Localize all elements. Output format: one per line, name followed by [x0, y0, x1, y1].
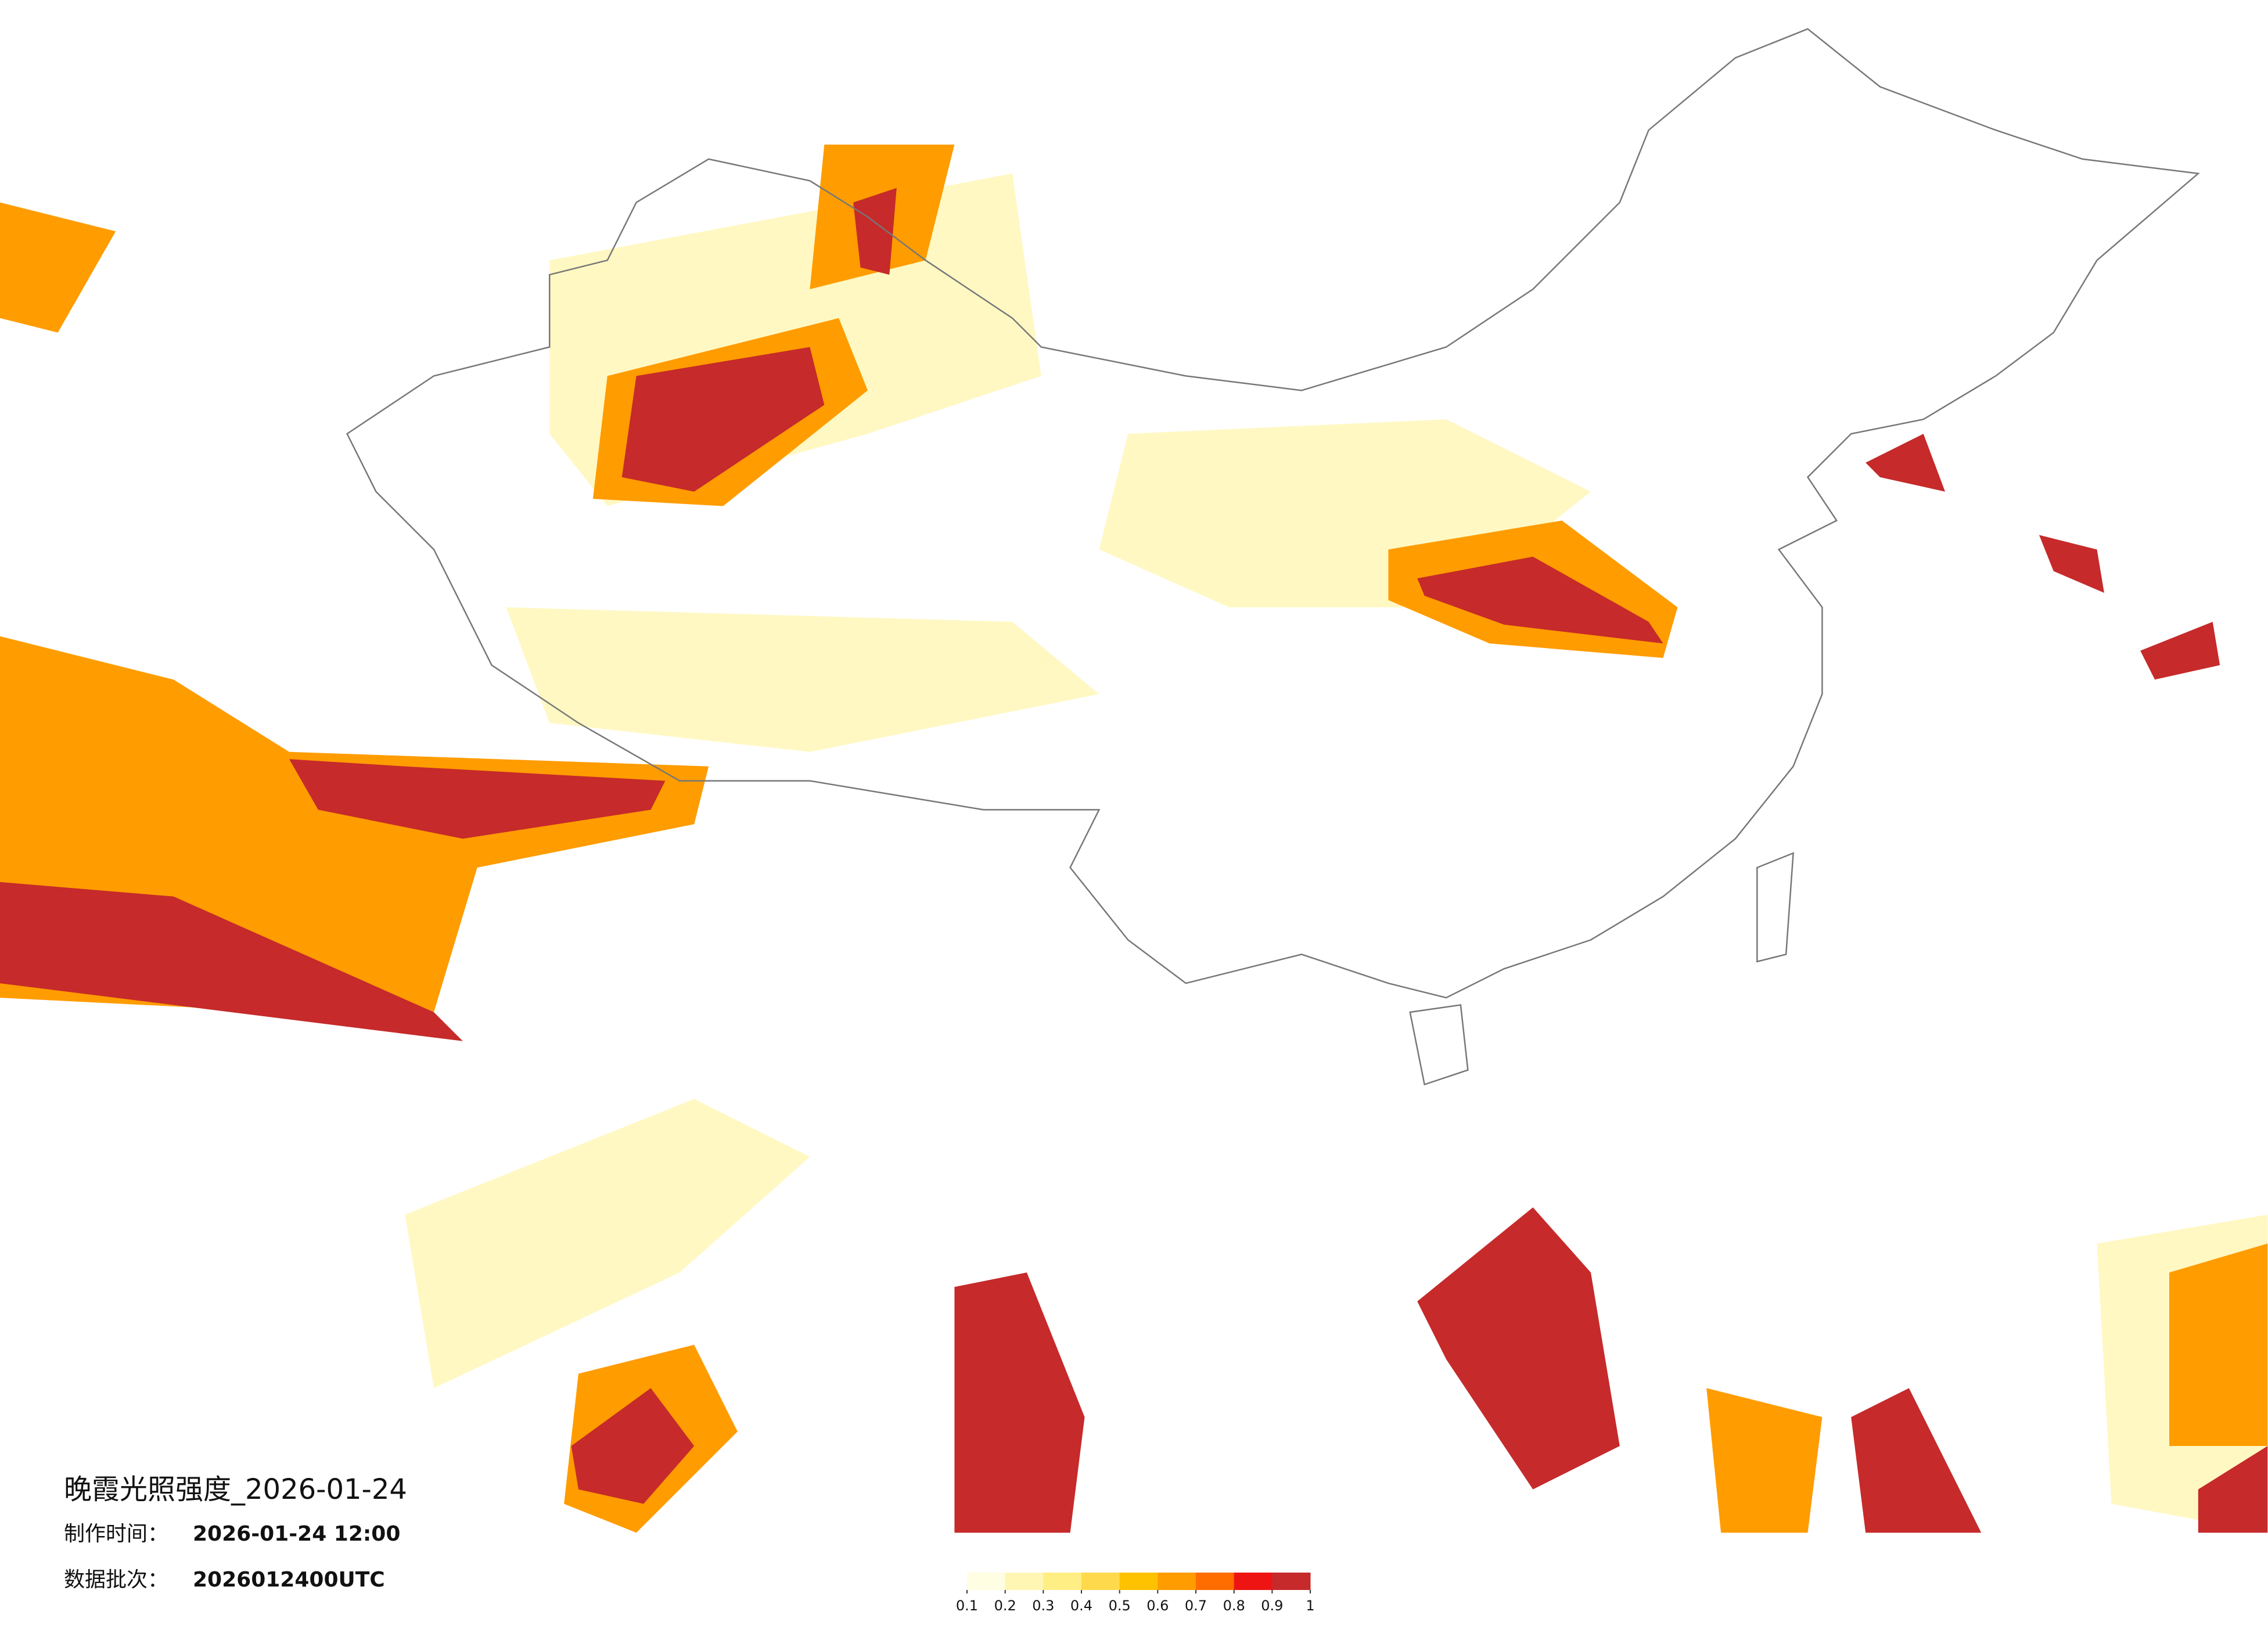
colorbar-swatch — [1234, 1573, 1273, 1590]
colorbar-label: 0.8 — [1223, 1598, 1245, 1614]
colorbar-swatch — [1081, 1573, 1120, 1590]
map-layer — [0, 28, 2268, 1533]
made-label: 制作时间： — [64, 1522, 168, 1546]
country-outline — [346, 28, 2200, 999]
colorbar-swatch — [1196, 1573, 1235, 1590]
colorbar-label: 0.2 — [994, 1598, 1016, 1614]
batch-value: 2026012400UTC — [193, 1568, 385, 1592]
colorbar-label: 0.5 — [1109, 1598, 1131, 1614]
colorbar-label: 0.1 — [956, 1598, 978, 1614]
colorbar-label: 1 — [1306, 1598, 1314, 1614]
colorbar: 0.1 0.2 0.3 0.4 0.5 0.6 0.7 0.8 0.9 1 — [956, 1573, 1315, 1614]
colorbar-swatch — [1272, 1573, 1311, 1590]
island-outlines — [1409, 852, 1794, 1086]
batch-label: 数据批次： — [64, 1568, 168, 1592]
colorbar-label: 0.3 — [1032, 1598, 1054, 1614]
red-areas — [0, 188, 2268, 1533]
colorbar-swatch — [1043, 1573, 1082, 1590]
colorbar-label: 0.4 — [1070, 1598, 1092, 1614]
title: 晚霞光照强度_2026-01-24 — [64, 1473, 407, 1506]
orange-areas — [0, 145, 2268, 1533]
colorbar-swatch — [1158, 1573, 1196, 1590]
colorbar-swatch — [1005, 1573, 1044, 1590]
colorbar-swatch — [1119, 1573, 1158, 1590]
made-value: 2026-01-24 12:00 — [193, 1522, 400, 1546]
colorbar-swatch — [967, 1573, 1006, 1590]
colorbar-label: 0.6 — [1146, 1598, 1169, 1614]
colorbar-label: 0.9 — [1261, 1598, 1283, 1614]
colorbar-label: 0.7 — [1185, 1598, 1207, 1614]
